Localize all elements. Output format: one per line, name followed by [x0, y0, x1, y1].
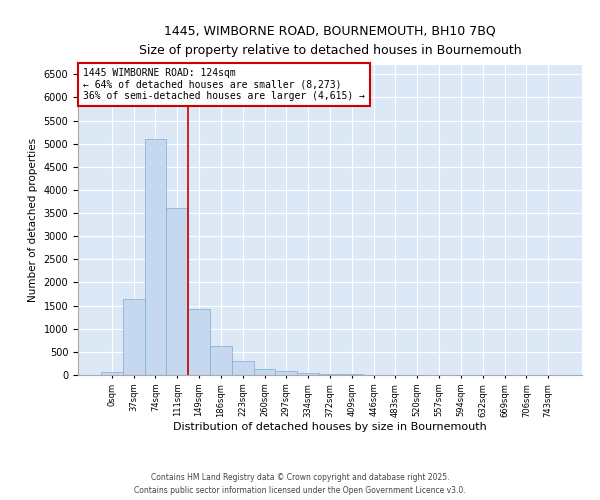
Bar — [188, 310, 210, 375]
Bar — [145, 139, 166, 375]
Title: 1445, WIMBORNE ROAD, BOURNEMOUTH, BH10 7BQ
Size of property relative to detached: 1445, WIMBORNE ROAD, BOURNEMOUTH, BH10 7… — [139, 25, 521, 57]
Bar — [319, 374, 341, 375]
Y-axis label: Number of detached properties: Number of detached properties — [28, 138, 38, 302]
Bar — [210, 346, 232, 375]
Text: 1445 WIMBORNE ROAD: 124sqm
← 64% of detached houses are smaller (8,273)
36% of s: 1445 WIMBORNE ROAD: 124sqm ← 64% of deta… — [83, 68, 365, 102]
Text: Contains HM Land Registry data © Crown copyright and database right 2025.
Contai: Contains HM Land Registry data © Crown c… — [134, 474, 466, 495]
Bar — [275, 372, 297, 375]
Bar — [297, 373, 319, 375]
Bar — [123, 298, 145, 375]
X-axis label: Distribution of detached houses by size in Bournemouth: Distribution of detached houses by size … — [173, 422, 487, 432]
Bar — [254, 369, 275, 375]
Bar — [166, 208, 188, 375]
Bar — [341, 374, 363, 375]
Bar — [101, 372, 123, 375]
Bar — [232, 360, 254, 375]
